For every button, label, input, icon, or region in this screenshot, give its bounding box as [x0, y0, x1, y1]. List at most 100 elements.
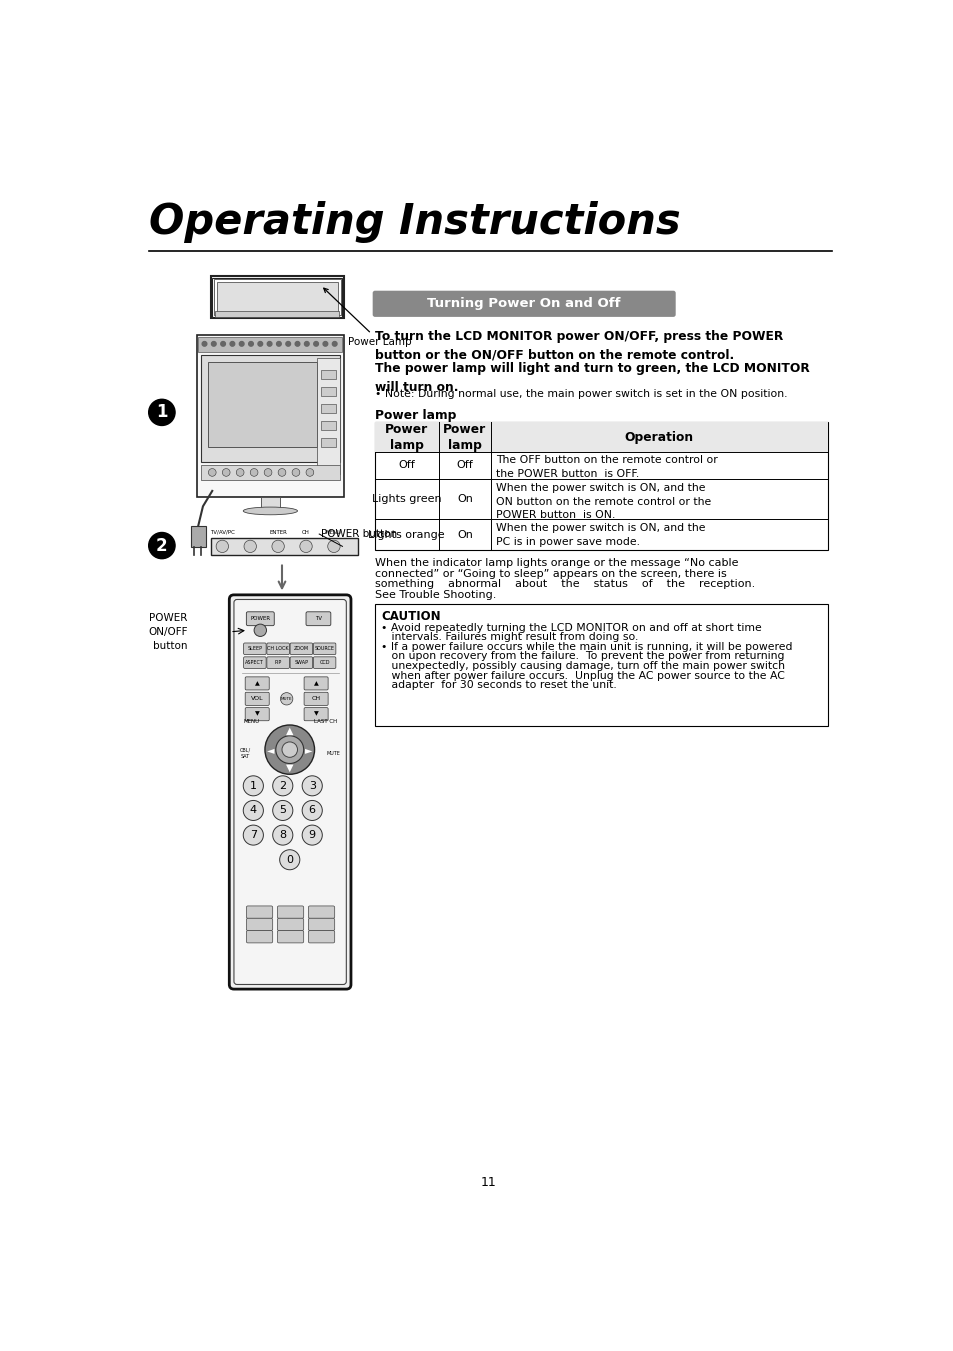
FancyBboxPatch shape: [246, 907, 273, 919]
Text: TV: TV: [314, 616, 321, 621]
Text: POWER: POWER: [250, 616, 270, 621]
Text: Off: Off: [456, 461, 473, 470]
Text: VOL: VOL: [251, 696, 263, 701]
Text: POWER button: POWER button: [320, 530, 396, 539]
FancyBboxPatch shape: [306, 612, 331, 626]
FancyBboxPatch shape: [246, 919, 273, 931]
Circle shape: [299, 540, 312, 553]
Circle shape: [273, 825, 293, 846]
Circle shape: [264, 469, 272, 477]
Text: CBL/
SAT: CBL/ SAT: [240, 748, 251, 759]
Circle shape: [302, 825, 322, 846]
Text: Turning Power On and Off: Turning Power On and Off: [427, 297, 619, 311]
Circle shape: [216, 540, 229, 553]
Text: Operation: Operation: [624, 431, 693, 443]
Text: TV/AV/PC: TV/AV/PC: [210, 530, 234, 535]
Circle shape: [275, 736, 303, 763]
Bar: [196, 335, 344, 497]
Circle shape: [244, 540, 256, 553]
Text: The power lamp will light and turn to green, the LCD MONITOR
will turn on.: The power lamp will light and turn to gr…: [375, 362, 809, 394]
Circle shape: [236, 469, 244, 477]
Text: adapter  for 30 seconds to reset the unit.: adapter for 30 seconds to reset the unit…: [381, 681, 617, 690]
Circle shape: [278, 469, 286, 477]
Text: 5: 5: [279, 805, 286, 816]
FancyBboxPatch shape: [246, 612, 274, 626]
Text: Power
lamp: Power lamp: [443, 423, 486, 451]
FancyBboxPatch shape: [277, 919, 303, 931]
FancyBboxPatch shape: [308, 919, 335, 931]
FancyBboxPatch shape: [304, 692, 328, 705]
Text: CH: CH: [312, 696, 320, 701]
FancyBboxPatch shape: [267, 657, 289, 669]
Text: 11: 11: [480, 1175, 497, 1189]
Circle shape: [257, 342, 262, 346]
Text: To turn the LCD MONITOR power ON/OFF, press the POWER
button or the ON/OFF butto: To turn the LCD MONITOR power ON/OFF, pr…: [375, 330, 782, 362]
Circle shape: [202, 342, 207, 346]
Text: • If a power failure occurs while the main unit is running, it will be powered: • If a power failure occurs while the ma…: [381, 642, 792, 651]
Circle shape: [328, 540, 340, 553]
Circle shape: [253, 624, 266, 636]
Text: CH LOCK: CH LOCK: [267, 646, 289, 651]
Text: Power lamp: Power lamp: [375, 408, 456, 422]
Text: ▲: ▲: [314, 681, 318, 686]
Text: Operating Instructions: Operating Instructions: [149, 201, 679, 243]
Text: On: On: [456, 530, 473, 540]
Bar: [211, 538, 357, 555]
Circle shape: [249, 342, 253, 346]
Text: 4: 4: [250, 805, 256, 816]
FancyBboxPatch shape: [246, 931, 273, 943]
Circle shape: [222, 469, 230, 477]
FancyBboxPatch shape: [304, 708, 328, 720]
Bar: [212, 277, 342, 317]
Text: ▼: ▼: [254, 712, 259, 717]
Circle shape: [302, 800, 322, 820]
Text: 0: 0: [286, 855, 293, 865]
Text: Off: Off: [398, 461, 415, 470]
Text: CAUTION: CAUTION: [381, 611, 440, 623]
Text: connected” or “Going to sleep” appears on the screen, there is: connected” or “Going to sleep” appears o…: [375, 569, 726, 578]
FancyBboxPatch shape: [308, 907, 335, 919]
Circle shape: [267, 342, 272, 346]
FancyBboxPatch shape: [243, 657, 266, 669]
Text: ASPECT: ASPECT: [245, 661, 264, 665]
Text: Lights orange: Lights orange: [368, 530, 445, 540]
FancyBboxPatch shape: [243, 643, 266, 654]
Text: ◄: ◄: [267, 744, 274, 755]
Text: SWAP: SWAP: [294, 661, 308, 665]
Bar: [208, 362, 316, 447]
Text: 2: 2: [279, 781, 286, 790]
Circle shape: [304, 342, 309, 346]
Circle shape: [282, 742, 297, 758]
Bar: [320, 438, 335, 447]
Text: 9: 9: [309, 830, 315, 840]
Bar: [375, 604, 827, 725]
Text: 6: 6: [309, 805, 315, 816]
Circle shape: [149, 532, 174, 559]
Text: ►: ►: [304, 744, 312, 755]
Text: unexpectedly, possibly causing damage, turn off the main power switch: unexpectedly, possibly causing damage, t…: [381, 661, 784, 671]
FancyBboxPatch shape: [233, 600, 346, 985]
FancyBboxPatch shape: [267, 643, 289, 654]
Text: on upon recovery from the failure.  To prevent the power from returning: on upon recovery from the failure. To pr…: [381, 651, 784, 662]
Circle shape: [272, 540, 284, 553]
Text: When the power switch is ON, and the
PC is in power save mode.: When the power switch is ON, and the PC …: [496, 523, 704, 547]
Text: 2: 2: [156, 536, 168, 554]
Bar: [320, 386, 335, 396]
Circle shape: [280, 693, 293, 705]
Text: ▼: ▼: [286, 763, 294, 773]
Circle shape: [149, 400, 174, 426]
FancyBboxPatch shape: [245, 677, 269, 690]
FancyBboxPatch shape: [277, 931, 303, 943]
Text: ▼: ▼: [314, 712, 318, 717]
FancyBboxPatch shape: [290, 657, 313, 669]
FancyBboxPatch shape: [290, 643, 313, 654]
Circle shape: [294, 342, 299, 346]
Circle shape: [273, 775, 293, 796]
Circle shape: [306, 469, 314, 477]
FancyBboxPatch shape: [245, 692, 269, 705]
Text: See Trouble Shooting.: See Trouble Shooting.: [375, 590, 496, 600]
Text: LAST CH: LAST CH: [314, 719, 336, 724]
Bar: [320, 404, 335, 413]
Circle shape: [243, 825, 263, 846]
Circle shape: [273, 800, 293, 820]
